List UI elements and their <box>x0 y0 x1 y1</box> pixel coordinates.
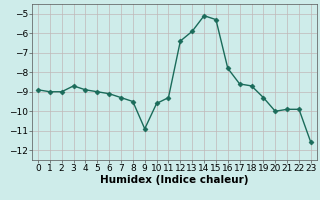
X-axis label: Humidex (Indice chaleur): Humidex (Indice chaleur) <box>100 175 249 185</box>
